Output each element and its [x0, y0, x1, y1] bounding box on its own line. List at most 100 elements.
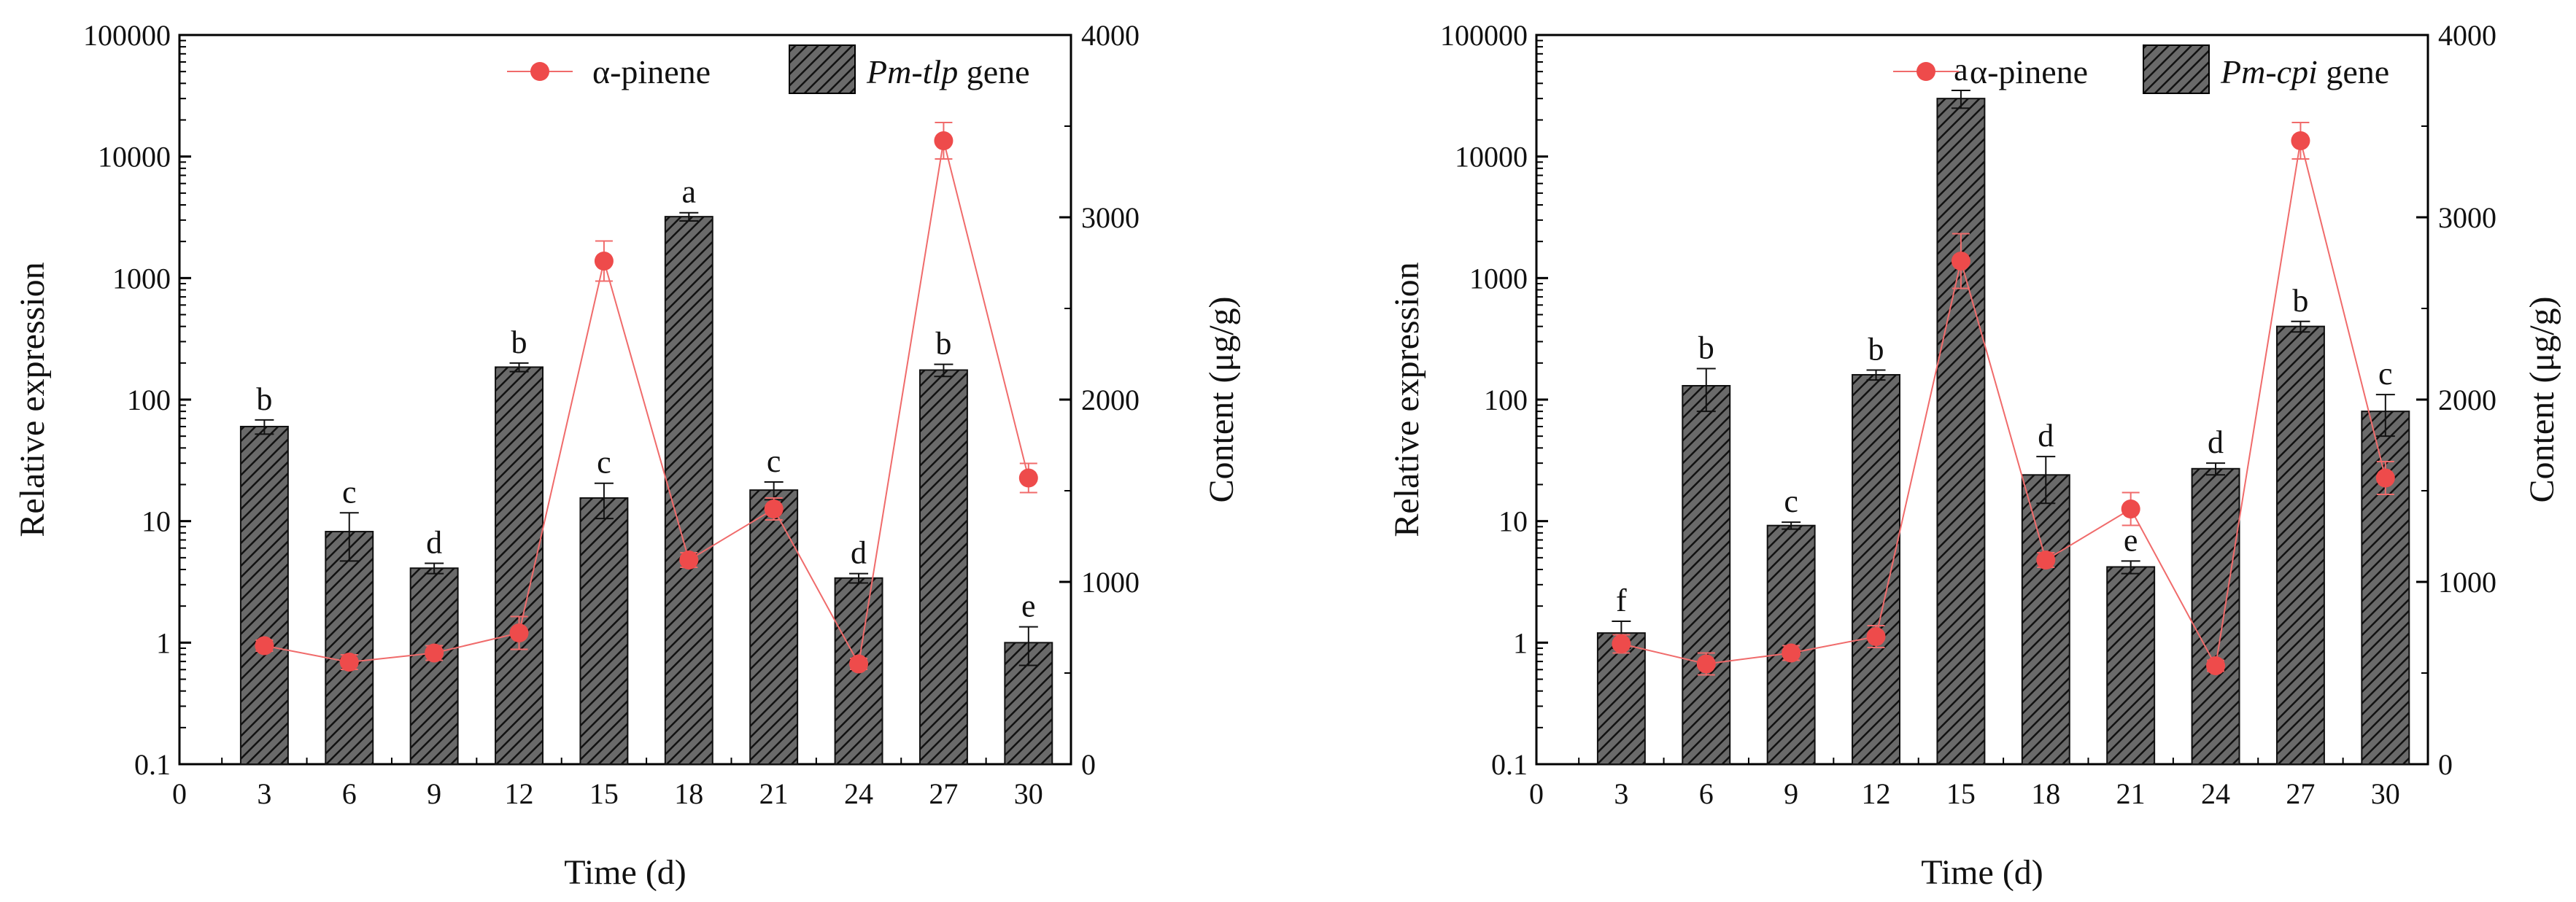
right-tick-label: 0	[1081, 748, 1096, 781]
significance-letter: b	[511, 324, 527, 360]
left-axis-ticks: 0.1 1 10 100 1000 10000 100000	[83, 19, 191, 781]
right-tick-label: 4000	[2438, 19, 2496, 52]
bar	[239, 425, 289, 765]
left-tick-label: 0.1	[1491, 748, 1528, 781]
x-tick-label: 18	[674, 777, 703, 810]
legend-gene-suffix: gene	[2318, 53, 2389, 90]
bar	[1852, 373, 1900, 765]
alpha-pinene-point	[2375, 468, 2395, 488]
right-tick-label: 2000	[1081, 384, 1140, 416]
left-axis-ticks: 0.1 1 10 100 1000 10000 100000	[1440, 19, 1548, 781]
alpha-pinene-point	[2206, 656, 2226, 675]
y-axis-title-right: Content (μg/g)	[1202, 296, 1241, 502]
alpha-pinene-point	[1782, 643, 1801, 663]
x-tick-label: 24	[2201, 777, 2230, 810]
significance-letter: b	[1698, 330, 1714, 365]
alpha-pinene-point	[594, 252, 614, 271]
significance-letter: d	[851, 535, 867, 571]
x-tick-label: 0	[172, 777, 187, 810]
legend-line-label: α-pinene	[592, 53, 711, 90]
legend-marker-swatch	[1916, 62, 1935, 81]
x-tick-label: 21	[2116, 777, 2146, 810]
bar	[749, 489, 799, 766]
significance-letter: c	[1784, 483, 1798, 519]
bar	[2106, 566, 2156, 765]
x-tick-label: 24	[844, 777, 873, 810]
significance-letter: c	[342, 474, 357, 510]
left-tick-label: 10000	[98, 141, 171, 174]
x-tick-label: 27	[929, 777, 958, 810]
y-axis-title-left: Relative expression	[1388, 262, 1426, 537]
right-tick-label: 0	[2438, 748, 2453, 781]
x-tick-label: 6	[342, 777, 357, 810]
left-tick-label: 10	[1498, 505, 1528, 538]
x-tick-label: 3	[1614, 777, 1628, 810]
alpha-pinene-point	[2291, 131, 2310, 150]
bar	[2021, 474, 2070, 766]
bar-series: b c d b c a c d b e	[239, 174, 1053, 766]
x-axis-ticks: 0 3 6 9 12 15 18 21 24 27 30	[1529, 753, 2400, 810]
bar	[2191, 467, 2240, 765]
bar	[325, 531, 374, 765]
right-tick-label: 3000	[2438, 201, 2496, 234]
alpha-pinene-point	[1696, 654, 1716, 674]
significance-letter: d	[2038, 418, 2054, 454]
legend: α-pinene Pm-cpi gene	[1893, 44, 2389, 94]
left-tick-label: 100000	[83, 19, 171, 52]
x-tick-label: 9	[427, 777, 441, 810]
y-axis-title-right: Content (μg/g)	[2523, 296, 2561, 502]
significance-letter: c	[767, 443, 781, 479]
right-tick-label: 4000	[1081, 19, 1140, 52]
legend-gene-name: Pm-tlp	[866, 53, 958, 90]
right-tick-label: 3000	[1081, 201, 1140, 234]
alpha-pinene-point	[764, 499, 784, 518]
alpha-pinene-point	[2121, 499, 2140, 518]
legend-bar-swatch	[789, 44, 856, 94]
bar-series: f b c b a d e d b c	[1596, 52, 2410, 766]
alpha-pinene-line	[1621, 140, 2386, 669]
left-tick-label: 100	[127, 384, 171, 416]
bar	[1596, 632, 1646, 766]
legend: α-pinene Pm-tlp gene	[507, 44, 1030, 94]
significance-letter: a	[1954, 52, 1968, 88]
x-tick-label: 3	[257, 777, 271, 810]
right-axis-ticks: 0 1000 2000 3000 4000	[1059, 19, 1140, 781]
left-tick-label: 10000	[1455, 141, 1528, 174]
right-tick-label: 1000	[2438, 566, 2496, 599]
x-tick-label: 15	[589, 777, 619, 810]
left-tick-label: 1	[1513, 626, 1528, 659]
alpha-pinene-point	[255, 636, 274, 656]
significance-letter: b	[935, 326, 951, 362]
left-tick-label: 1000	[1469, 262, 1528, 295]
bar	[1766, 524, 1816, 765]
x-axis-title: Time (d)	[564, 853, 686, 892]
bar	[495, 366, 544, 765]
x-tick-label: 12	[1862, 777, 1891, 810]
significance-letter: e	[1021, 588, 1036, 624]
right-tick-label: 1000	[1081, 566, 1140, 599]
significance-letter: b	[256, 381, 272, 417]
alpha-pinene-line	[264, 140, 1029, 666]
bar	[2275, 325, 2325, 765]
bar	[409, 567, 459, 765]
legend-bar-label: Pm-tlp gene	[866, 53, 1030, 90]
significance-letter: f	[1616, 583, 1627, 618]
left-tick-label: 1	[156, 626, 171, 659]
legend-gene-name: Pm-cpi	[2220, 53, 2318, 90]
x-axis-title: Time (d)	[1921, 853, 2043, 892]
x-tick-label: 30	[2371, 777, 2400, 810]
alpha-pinene-point	[934, 131, 954, 150]
alpha-pinene-point	[1866, 627, 1886, 646]
legend-line-label: α-pinene	[1970, 53, 2088, 90]
x-tick-label: 0	[1529, 777, 1544, 810]
right-tick-label: 2000	[2438, 384, 2496, 416]
x-tick-label: 12	[505, 777, 534, 810]
alpha-pinene-point	[1951, 252, 1970, 271]
alpha-pinene-point	[509, 623, 529, 642]
bar	[664, 216, 713, 765]
panel-pm-cpi: 0.1 1 10 100 1000 10000 100000 0 1000 2000 3000 40…	[1388, 19, 2561, 892]
alpha-pinene-point	[2036, 551, 2056, 569]
alpha-pinene-point	[1018, 468, 1038, 488]
legend-bar-label: Pm-cpi gene	[2220, 53, 2389, 90]
